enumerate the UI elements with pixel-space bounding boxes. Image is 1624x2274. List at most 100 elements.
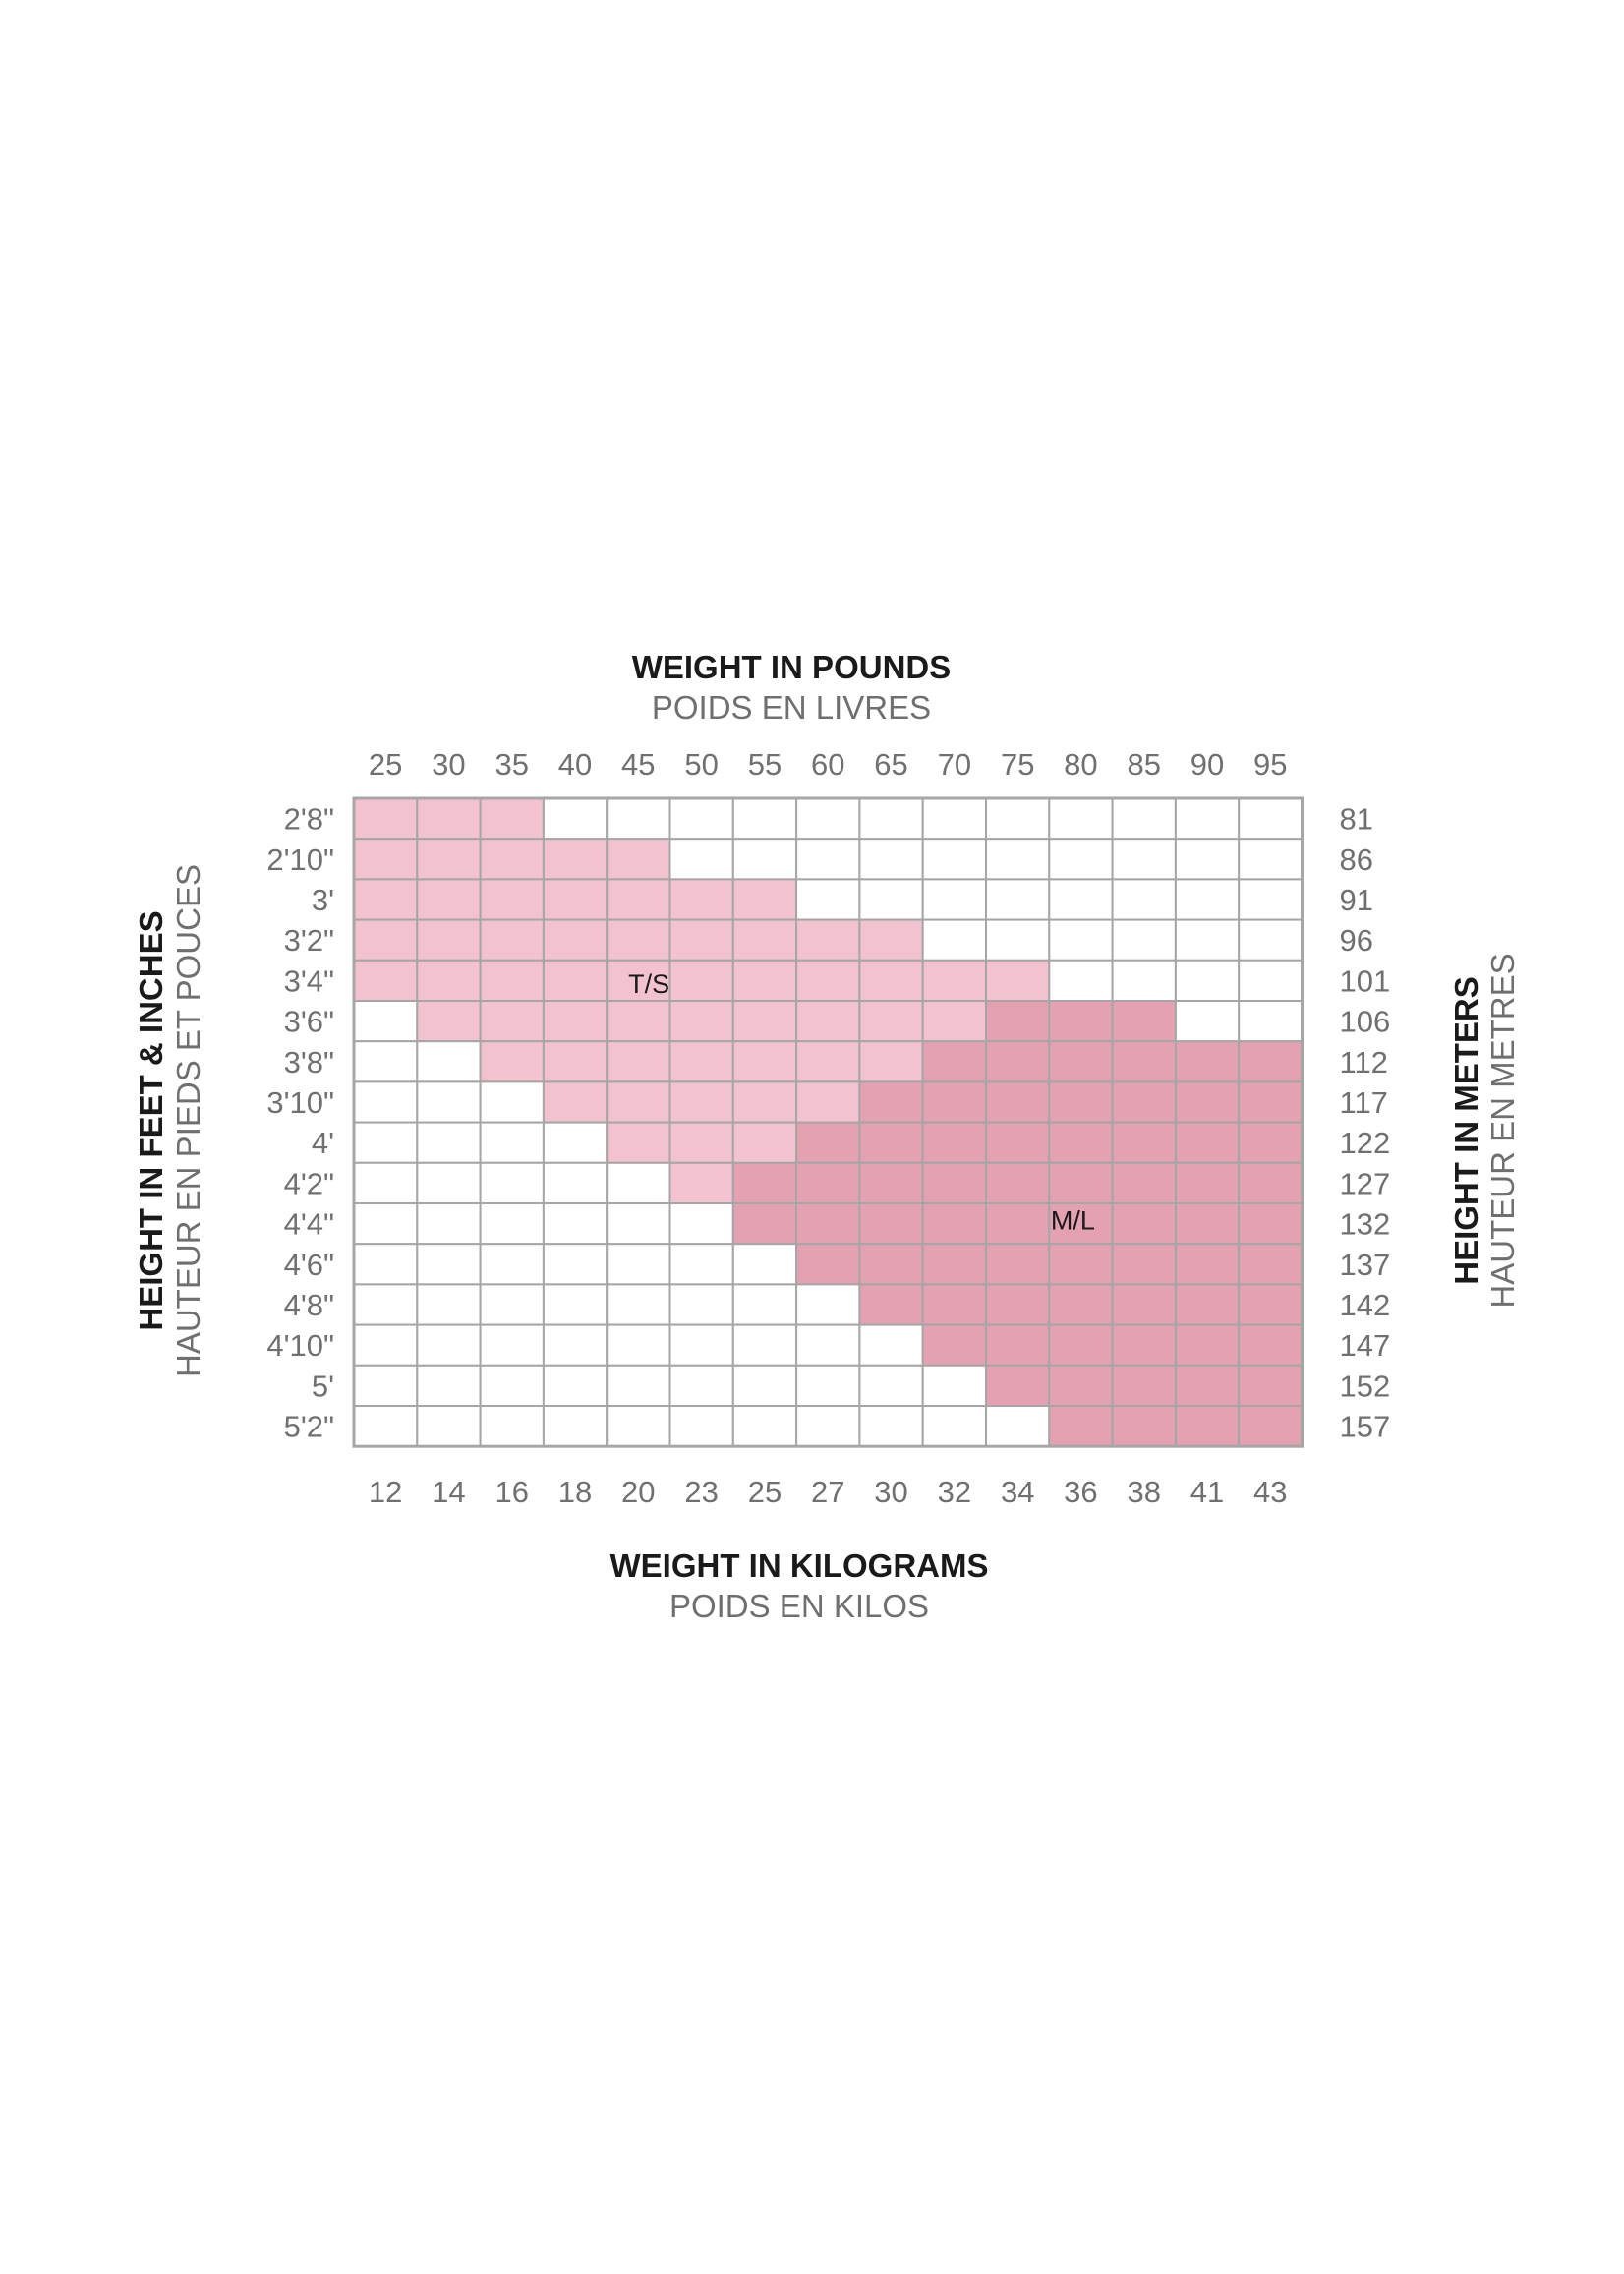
grid-cell: [1238, 1121, 1304, 1164]
pounds-tick: 25: [369, 747, 402, 782]
grid-cell: [668, 1040, 734, 1083]
grid-cell: [353, 959, 419, 1002]
grid-cell: [1174, 1405, 1241, 1448]
grid-cell: [416, 1364, 482, 1408]
pounds-tick: 75: [1001, 747, 1034, 782]
pounds-tick: 45: [621, 747, 655, 782]
grid-cell: [668, 878, 734, 921]
grid-cell: [542, 918, 609, 962]
grid-cell: [858, 1121, 924, 1164]
grid-cell: [985, 1202, 1051, 1246]
grid-cell: [731, 838, 798, 881]
grid-cell: [858, 878, 924, 921]
grid-cell: [606, 1161, 671, 1205]
size-label: M/L: [1051, 1206, 1095, 1236]
grid-cell: [668, 1405, 734, 1448]
grid-cell: [985, 1405, 1051, 1448]
grid-cell: [985, 1364, 1051, 1408]
grid-cell: [353, 1243, 419, 1286]
left-axis-title: HEIGHT IN FEET & INCHES: [133, 910, 169, 1330]
grid-cell: [416, 918, 482, 962]
grid-cell: [1048, 838, 1114, 881]
grid-cell: [795, 878, 861, 921]
grid-cell: [606, 838, 671, 881]
kilograms-tick: 23: [684, 1475, 718, 1509]
feet-inches-tick: 4'2": [284, 1166, 334, 1200]
grid-cell: [1174, 918, 1241, 962]
grid-cell: [668, 1202, 734, 1246]
grid-cell: [1174, 1364, 1241, 1408]
grid-cell: [416, 1202, 482, 1246]
meters-tick: 132: [1340, 1207, 1391, 1242]
grid-cell: [606, 918, 671, 962]
grid-cell: [731, 1364, 798, 1408]
grid-cell: [795, 1202, 861, 1246]
grid-cell: [606, 1000, 671, 1043]
grid-cell: [353, 1283, 419, 1326]
grid-cell: [1048, 1000, 1114, 1043]
kilograms-tick: 41: [1190, 1475, 1224, 1509]
grid-cell: [542, 1161, 609, 1205]
pounds-tick: 40: [558, 747, 592, 782]
grid-cell: [668, 1283, 734, 1326]
grid-cell: [921, 1202, 988, 1246]
grid-cell: [731, 1080, 798, 1124]
grid-cell: [921, 838, 988, 881]
grid-cell: [795, 838, 861, 881]
grid-cell: [1174, 838, 1241, 881]
grid-cell: [353, 878, 419, 921]
grid-cell: [921, 1364, 988, 1408]
grid-cell: [795, 1405, 861, 1448]
grid-cell: [479, 1243, 545, 1286]
feet-inches-tick: 2'8": [284, 802, 334, 837]
kilograms-tick: 38: [1128, 1475, 1161, 1509]
grid-cell: [731, 1283, 798, 1326]
right-axis-subtitle: HAUTEUR EN METRES: [1484, 953, 1521, 1308]
grid-cell: [985, 1121, 1051, 1164]
grid-cell: [542, 1000, 609, 1043]
meters-tick: 86: [1340, 843, 1373, 877]
grid-cell: [1238, 1323, 1304, 1367]
grid-cell: [795, 1040, 861, 1083]
meters-tick: 117: [1340, 1085, 1388, 1120]
grid-cell: [731, 878, 798, 921]
meters-tick: 152: [1340, 1369, 1391, 1403]
grid-cell: [353, 1121, 419, 1164]
grid-cell: [1048, 959, 1114, 1002]
grid-cell: [479, 1121, 545, 1164]
feet-inches-tick: 3'2": [284, 923, 334, 958]
grid-cell: [479, 1000, 545, 1043]
grid-cell: [542, 878, 609, 921]
kilograms-tick: 14: [432, 1475, 465, 1509]
pounds-tick: 95: [1253, 747, 1287, 782]
feet-inches-tick: 5'2": [284, 1410, 334, 1444]
grid-cell: [858, 1323, 924, 1367]
grid-cell: [1238, 1161, 1304, 1205]
grid-cell: [1111, 878, 1177, 921]
grid-cell: [795, 1243, 861, 1286]
meters-tick: 122: [1340, 1126, 1391, 1160]
feet-inches-tick: 4'8": [284, 1288, 334, 1322]
grid-cell: [795, 1121, 861, 1164]
grid-cell: [1111, 1405, 1177, 1448]
pounds-tick: 80: [1064, 747, 1097, 782]
meters-tick: 96: [1340, 923, 1373, 958]
pounds-tick: 60: [811, 747, 844, 782]
grid-cell: [668, 797, 734, 841]
grid-cell: [1174, 797, 1241, 841]
grid-cell: [1174, 1161, 1241, 1205]
kilograms-tick: 43: [1253, 1475, 1287, 1509]
grid-cell: [668, 918, 734, 962]
size-zone-labels: T/S M/L: [628, 969, 1095, 1236]
grid-cell: [479, 1202, 545, 1246]
grid-cell: [985, 1040, 1051, 1083]
grid-cell: [985, 1323, 1051, 1367]
feet-inches-tick: 4'10": [266, 1328, 334, 1363]
feet-inches-tick: 4'4": [284, 1207, 334, 1242]
grid-cell: [1048, 1283, 1114, 1326]
pounds-tick: 65: [874, 747, 907, 782]
grid-cell: [353, 797, 419, 841]
grid-cell: [542, 1364, 609, 1408]
top-title: WEIGHT IN POUNDS: [632, 649, 952, 685]
